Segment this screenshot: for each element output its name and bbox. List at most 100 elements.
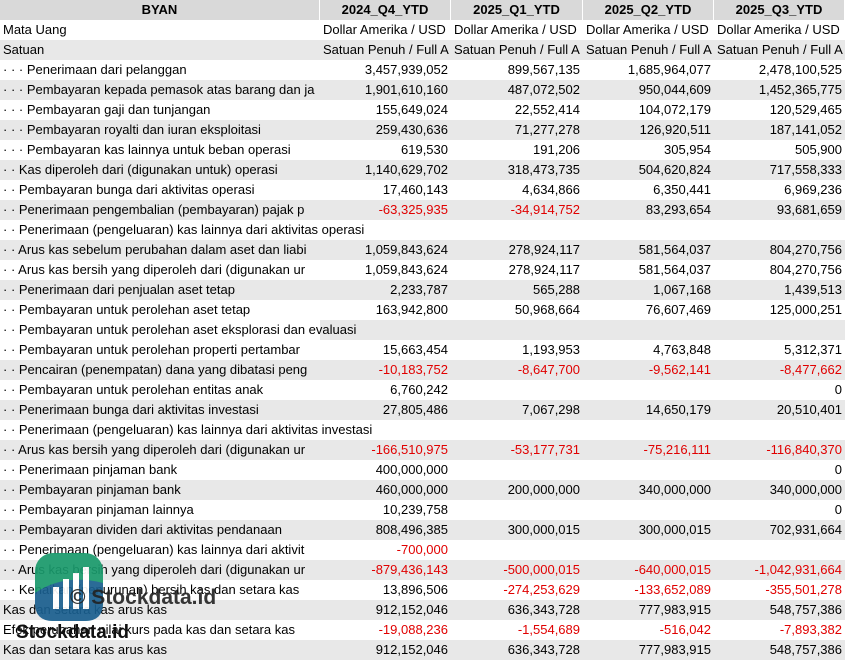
value-cell: 1,059,843,624: [320, 260, 451, 280]
value-cell: 155,649,024: [320, 100, 451, 120]
value-cell: -10,183,752: [320, 360, 451, 380]
label-cell: · · Pembayaran bunga dari aktivitas oper…: [0, 180, 320, 200]
value-cell: 899,567,135: [451, 60, 583, 80]
value-cell: 4,763,848: [583, 340, 714, 360]
value-cell: -8,477,662: [714, 360, 845, 380]
value-cell: 636,343,728: [451, 640, 583, 660]
value-cell: 548,757,386: [714, 640, 845, 660]
value-cell: [583, 460, 714, 480]
value-cell: 10,239,758: [320, 500, 451, 520]
value-cell: 487,072,502: [451, 80, 583, 100]
value-cell: 6,969,236: [714, 180, 845, 200]
header-cell: 2024_Q4_YTD: [320, 0, 451, 20]
value-cell: 120,529,465: [714, 100, 845, 120]
meta-cell: Dollar Amerika / USD: [714, 20, 845, 40]
label-cell: · · Arus kas bersih yang diperoleh dari …: [0, 260, 320, 280]
label-cell: · · Penerimaan pengembalian (pembayaran)…: [0, 200, 320, 220]
value-cell: 400,000,000: [320, 460, 451, 480]
value-cell: 93,681,659: [714, 200, 845, 220]
header-cell: BYAN: [0, 0, 320, 20]
value-cell: -19,088,236: [320, 620, 451, 640]
logo: [35, 553, 103, 621]
meta-cell: Dollar Amerika / USD: [320, 20, 451, 40]
value-cell: 717,558,333: [714, 160, 845, 180]
value-cell: 2,233,787: [320, 280, 451, 300]
value-cell: 504,620,824: [583, 160, 714, 180]
value-cell: 1,439,513: [714, 280, 845, 300]
value-cell: 318,473,735: [451, 160, 583, 180]
value-cell: [451, 220, 583, 240]
value-cell: 1,140,629,702: [320, 160, 451, 180]
value-cell: 17,460,143: [320, 180, 451, 200]
value-cell: -516,042: [583, 620, 714, 640]
value-cell: 83,293,654: [583, 200, 714, 220]
value-cell: 619,530: [320, 140, 451, 160]
value-cell: [714, 420, 845, 440]
value-cell: 27,805,486: [320, 400, 451, 420]
value-cell: 300,000,015: [451, 520, 583, 540]
value-cell: 777,983,915: [583, 640, 714, 660]
value-cell: [583, 380, 714, 400]
label-cell: · · · Pembayaran kas lainnya untuk beban…: [0, 140, 320, 160]
label-cell: · · Penerimaan dari penjualan aset tetap: [0, 280, 320, 300]
value-cell: 6,350,441: [583, 180, 714, 200]
value-cell: 702,931,664: [714, 520, 845, 540]
value-cell: -879,436,143: [320, 560, 451, 580]
value-cell: 636,343,728: [451, 600, 583, 620]
value-cell: 1,193,953: [451, 340, 583, 360]
value-cell: [451, 320, 583, 340]
value-cell: 581,564,037: [583, 240, 714, 260]
value-cell: -700,000: [320, 540, 451, 560]
value-cell: -9,562,141: [583, 360, 714, 380]
value-cell: 278,924,117: [451, 260, 583, 280]
value-cell: 565,288: [451, 280, 583, 300]
meta-cell: Satuan Penuh / Full A: [451, 40, 583, 60]
value-cell: [583, 500, 714, 520]
value-cell: 912,152,046: [320, 640, 451, 660]
value-cell: 340,000,000: [583, 480, 714, 500]
value-cell: 76,607,469: [583, 300, 714, 320]
label-cell: · · · Pembayaran royalti dan iuran ekspl…: [0, 120, 320, 140]
value-cell: -640,000,015: [583, 560, 714, 580]
value-cell: [583, 220, 714, 240]
value-cell: -133,652,089: [583, 580, 714, 600]
value-cell: 50,968,664: [451, 300, 583, 320]
value-cell: [320, 220, 451, 240]
value-cell: -116,840,370: [714, 440, 845, 460]
label-cell: · · Arus kas bersih yang diperoleh dari …: [0, 440, 320, 460]
value-cell: [451, 380, 583, 400]
label-cell: · · Pembayaran dividen dari aktivitas pe…: [0, 520, 320, 540]
value-cell: 2,478,100,525: [714, 60, 845, 80]
label-cell: · · Pembayaran untuk perolehan aset eksp…: [3, 322, 357, 337]
value-cell: [451, 500, 583, 520]
value-cell: [320, 420, 451, 440]
meta-cell: Satuan: [0, 40, 320, 60]
label-cell: · · · Penerimaan dari pelanggan: [0, 60, 320, 80]
meta-cell: Satuan Penuh / Full A: [583, 40, 714, 60]
value-cell: 1,059,843,624: [320, 240, 451, 260]
value-cell: [451, 460, 583, 480]
value-cell: 1,067,168: [583, 280, 714, 300]
value-cell: [583, 420, 714, 440]
value-cell: [583, 540, 714, 560]
value-cell: -166,510,975: [320, 440, 451, 460]
label-cell: · · · Pembayaran kepada pemasok atas bar…: [0, 80, 320, 100]
value-cell: [451, 420, 583, 440]
value-cell: 126,920,511: [583, 120, 714, 140]
value-cell: 804,270,756: [714, 240, 845, 260]
value-cell: 804,270,756: [714, 260, 845, 280]
label-cell: · · Pembayaran pinjaman lainnya: [0, 500, 320, 520]
header-cell: 2025_Q2_YTD: [583, 0, 714, 20]
value-cell: 0: [714, 460, 845, 480]
value-cell: -75,216,111: [583, 440, 714, 460]
value-cell: 163,942,800: [320, 300, 451, 320]
value-cell: 191,206: [451, 140, 583, 160]
value-cell: [714, 540, 845, 560]
value-cell: [320, 320, 451, 340]
value-cell: 581,564,037: [583, 260, 714, 280]
value-cell: 14,650,179: [583, 400, 714, 420]
value-cell: 259,430,636: [320, 120, 451, 140]
value-cell: -1,042,931,664: [714, 560, 845, 580]
watermark: Stockdata.id: [16, 622, 129, 643]
